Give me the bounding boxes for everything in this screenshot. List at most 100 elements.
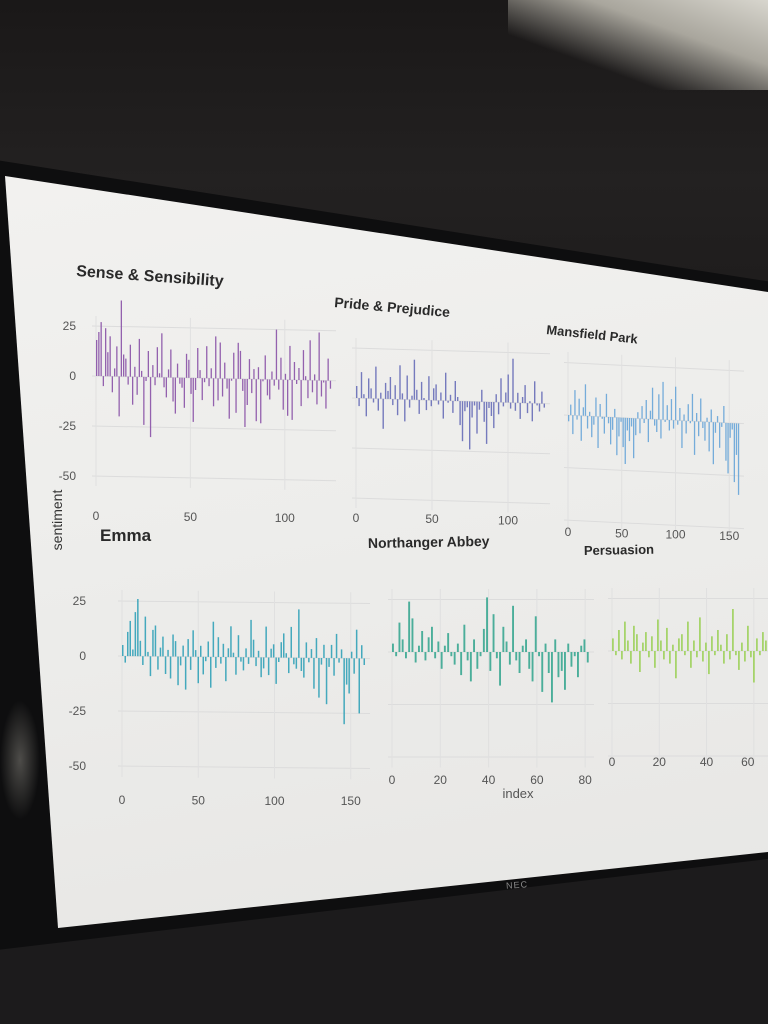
bar [654,651,656,668]
bar [392,399,394,406]
bar [424,652,427,661]
bar [645,632,647,651]
bar [323,380,325,383]
bar [333,658,335,676]
bar [183,377,185,408]
bar [382,398,384,429]
panel-4: Emma 0 50 100 150 25 0 -25 -50 [69,526,371,808]
bar [323,644,325,658]
bar [315,638,318,658]
y-tick-label: -50 [59,469,77,483]
bar [246,379,248,405]
bar [464,401,466,412]
bar [300,380,302,407]
bar [490,402,493,416]
x-tick-label: 40 [700,755,714,769]
bar [670,399,673,421]
bar [704,421,706,441]
bar [437,641,440,652]
bar [182,645,184,657]
bar [612,417,614,430]
bar [418,399,420,414]
bar [226,378,228,389]
bar [335,633,338,659]
bar [586,652,589,663]
gridline-h [563,467,745,477]
bar [284,373,287,380]
x-tick-label: 60 [530,773,544,787]
bar [534,616,537,652]
bar [482,628,485,652]
bar [298,609,300,658]
bar [495,652,498,659]
bar [187,639,189,657]
bar [318,332,320,381]
gridline-h [117,765,371,769]
bar [132,376,134,405]
bar [557,652,560,678]
bar [453,652,456,665]
bar [132,649,134,657]
bar [265,626,267,658]
gridline-h [351,397,551,405]
bar [392,643,394,652]
bar [283,633,285,658]
bar [177,656,179,686]
bar [360,372,363,399]
bar [320,380,323,397]
bar [188,359,190,378]
panel-title: Sense & Sensibility [76,263,225,290]
bar [147,351,149,377]
bar [251,379,253,394]
bar [136,376,138,395]
bar [396,399,399,416]
bar [476,652,479,669]
bar [105,328,107,377]
bar [708,651,710,675]
bar [270,648,272,658]
bar [615,651,617,656]
bar [365,398,367,417]
bar [725,422,727,461]
bar [295,657,298,669]
bar [411,618,414,652]
bar [461,401,464,442]
bar [641,406,643,419]
bar [560,652,563,671]
x-tick-label: 40 [482,773,496,787]
bar [257,650,260,658]
bar [384,382,387,399]
bar [240,657,242,662]
bar [289,345,291,380]
bar [152,365,154,378]
y-tick-label: 25 [73,594,87,608]
bar [687,404,689,421]
bar [706,417,708,422]
bar [678,638,680,651]
bar [721,422,723,427]
bar [252,639,255,658]
bar [109,336,111,377]
bar [599,404,601,417]
bar [129,344,131,377]
bar [163,377,165,388]
bar [375,366,377,399]
bar [735,651,737,656]
bar [584,384,587,416]
bar [675,386,677,421]
bar [492,614,495,652]
bar [732,609,734,651]
bar [425,400,428,411]
bar [440,392,442,401]
y-tick-label: 0 [69,369,76,383]
bar [529,401,531,404]
x-tick-label: 0 [609,755,616,769]
bar [255,379,257,422]
bar [531,652,534,682]
bar [601,416,603,419]
bar [313,657,315,689]
bar [681,634,683,651]
bar [266,379,269,396]
bar [570,652,573,667]
